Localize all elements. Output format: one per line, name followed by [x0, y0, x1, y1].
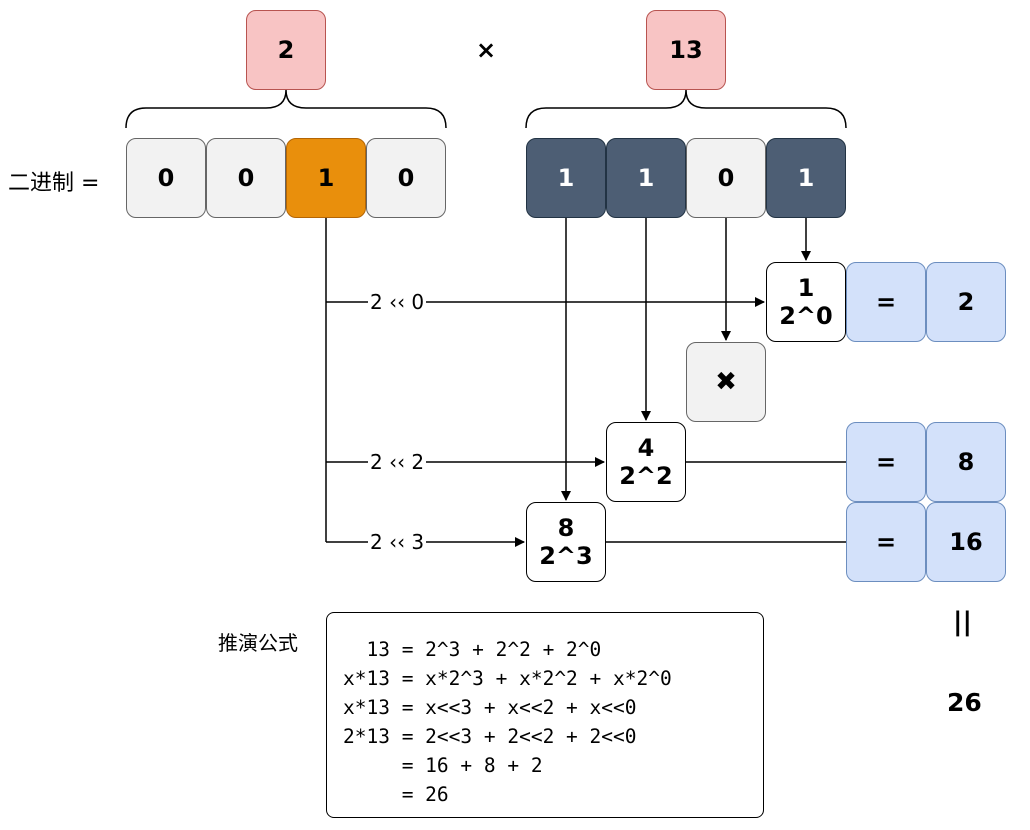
power-box-0-power: 2^0: [779, 302, 833, 330]
formula-box: 13 = 2^3 + 2^2 + 2^0 x*13 = x*2^3 + x*2^…: [326, 612, 764, 818]
result-eq-0: =: [846, 262, 926, 342]
shift-label-0: 2 ‹‹ 0: [368, 290, 427, 314]
result-eq-2: =: [846, 422, 926, 502]
operand-left-value: 2: [277, 36, 295, 64]
formula-line: x*13 = x<<3 + x<<2 + x<<0: [343, 696, 637, 719]
formula-line: x*13 = x*2^3 + x*2^2 + x*2^0: [343, 667, 672, 690]
power-box-2: 4 2^2: [606, 422, 686, 502]
right-bit-3: 1: [526, 138, 606, 218]
formula-line: 2*13 = 2<<3 + 2<<2 + 2<<0: [343, 725, 637, 748]
right-brace: [525, 89, 847, 129]
power-box-2-power: 2^2: [619, 462, 673, 490]
right-bit-2: 1: [606, 138, 686, 218]
power-box-3-power: 2^3: [539, 542, 593, 570]
left-bit-2: 0: [206, 138, 286, 218]
total-value: 26: [947, 688, 982, 717]
multiply-sign: ×: [476, 36, 497, 64]
left-bit-1: 1: [286, 138, 366, 218]
left-brace: [125, 89, 447, 129]
formula-text: 13 = 2^3 + 2^2 + 2^0 x*13 = x*2^3 + x*2^…: [343, 635, 672, 809]
sum-sign: ||: [953, 607, 972, 637]
right-bit-1: 0: [686, 138, 766, 218]
left-bit-3: 0: [126, 138, 206, 218]
formula-line: 13 = 2^3 + 2^2 + 2^0: [343, 638, 602, 661]
formula-title: 推演公式: [218, 631, 298, 655]
result-value-2: 8: [926, 422, 1006, 502]
power-box-0-coef: 1: [797, 274, 815, 302]
operand-right-value: 13: [669, 36, 703, 64]
power-box-2-coef: 4: [637, 434, 655, 462]
formula-line: = 16 + 8 + 2: [343, 754, 543, 777]
left-bit-0: 0: [366, 138, 446, 218]
operand-right: 13: [646, 10, 726, 90]
shift-label-3: 2 ‹‹ 3: [368, 530, 427, 554]
operand-left: 2: [246, 10, 326, 90]
right-bit-0: 1: [766, 138, 846, 218]
formula-line: = 26: [343, 783, 449, 806]
power-box-3: 8 2^3: [526, 502, 606, 582]
power-box-0: 1 2^0: [766, 262, 846, 342]
power-box-3-coef: 8: [557, 514, 575, 542]
close-icon: ✖: [715, 367, 737, 397]
result-value-0: 2: [926, 262, 1006, 342]
shift-label-2: 2 ‹‹ 2: [368, 450, 427, 474]
result-value-3: 16: [926, 502, 1006, 582]
binary-label: 二进制 =: [8, 171, 100, 196]
result-eq-3: =: [846, 502, 926, 582]
skip-box: ✖: [686, 342, 766, 422]
